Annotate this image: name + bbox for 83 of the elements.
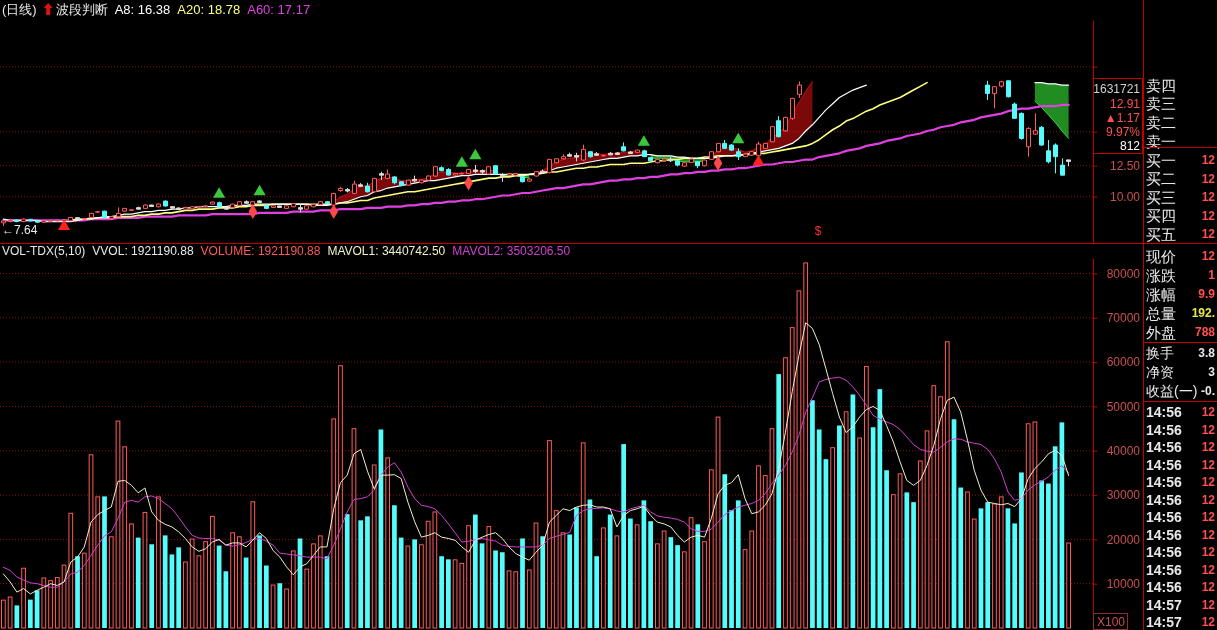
- text: 12: [1201, 208, 1215, 223]
- category-label: 净资: [1146, 364, 1174, 380]
- category-label: 卖三: [1146, 95, 1176, 113]
- text: 3: [1208, 365, 1215, 379]
- category-label: 14:56: [1146, 509, 1183, 525]
- text: 12: [1201, 171, 1215, 186]
- text: VVOL: 1921190.88: [92, 244, 194, 258]
- category-label: 买五: [1146, 225, 1176, 243]
- category-label: 总量: [1145, 304, 1176, 322]
- category-label: 14:56: [1146, 491, 1183, 508]
- text: VOLUME: 1921190.88: [200, 244, 321, 258]
- text: MAVOL2: 3503206.50: [452, 244, 571, 258]
- category-label: 14:56: [1146, 561, 1183, 578]
- text: 12: [1201, 475, 1215, 489]
- text: 12: [1201, 190, 1215, 205]
- text: 9.97%: [1105, 125, 1141, 139]
- text: 12: [1201, 545, 1215, 559]
- category-label: 买四: [1146, 207, 1176, 225]
- category-label: 现价: [1146, 247, 1176, 265]
- text: 1: [1208, 268, 1215, 282]
- text: A60: 17.17: [247, 2, 311, 17]
- text: 12: [1201, 227, 1215, 242]
- category-label: 14:56: [1146, 421, 1183, 438]
- category-label: 14:56: [1146, 474, 1183, 490]
- y-tick-label: 70000: [1106, 311, 1141, 326]
- text: 192.: [1191, 306, 1215, 320]
- chart-title: VOL-TDX(5,10): [2, 244, 86, 258]
- category-label: 14:57: [1146, 596, 1183, 613]
- y-tick-label: 60000: [1106, 355, 1141, 370]
- text: 9.9: [1198, 287, 1215, 301]
- category-label: 14:56: [1146, 544, 1183, 560]
- text: 12.91: [1109, 97, 1141, 111]
- y-tick-label: 10.00: [1109, 190, 1141, 205]
- text: 12: [1201, 422, 1215, 437]
- text: 12: [1201, 527, 1215, 542]
- category-label: 14:56: [1146, 526, 1183, 543]
- text: 12: [1201, 405, 1215, 419]
- annotation: $: [814, 224, 822, 238]
- category-label: 买二: [1146, 170, 1176, 188]
- text: 12: [1201, 492, 1215, 507]
- legend-label: 波段判断: [55, 2, 108, 17]
- text: 12: [1201, 562, 1215, 577]
- text: 788: [1194, 325, 1215, 339]
- text: 12: [1201, 510, 1215, 524]
- category-label: 14:56: [1146, 456, 1183, 473]
- category-label: 卖四: [1146, 76, 1176, 94]
- y-axis-title: X100: [1097, 615, 1126, 629]
- text: ▲1.17: [1104, 111, 1141, 125]
- text: -0.: [1200, 384, 1215, 398]
- text: 12: [1201, 580, 1215, 594]
- category-label: 买一: [1146, 151, 1176, 169]
- category-label: 14:56: [1146, 404, 1183, 420]
- y-tick-label: 10000: [1106, 577, 1141, 592]
- text: MAVOL1: 3440742.50: [327, 244, 446, 258]
- text: A20: 18.78: [177, 2, 241, 17]
- text: 12: [1201, 153, 1215, 167]
- text: 12: [1201, 597, 1215, 612]
- text: 12: [1201, 249, 1215, 263]
- y-tick-label: 80000: [1106, 266, 1141, 281]
- text: A8: 16.38: [114, 2, 171, 17]
- category-label: 涨幅: [1146, 285, 1176, 303]
- category-label: 外盘: [1146, 323, 1176, 341]
- category-label: 14:56: [1146, 439, 1183, 455]
- text: 12: [1201, 440, 1215, 454]
- text: 12: [1201, 457, 1215, 472]
- annotation: ←7.64: [2, 223, 38, 238]
- category-label: 卖二: [1146, 114, 1176, 132]
- category-label: 涨跌: [1146, 266, 1176, 284]
- y-tick-label: 12.50: [1109, 159, 1141, 174]
- text: 1631721: [1093, 82, 1141, 96]
- category-label: 买三: [1146, 188, 1176, 206]
- y-tick-label: 20000: [1106, 532, 1141, 547]
- category-label: 14:57: [1146, 614, 1183, 630]
- category-label: 收益(一): [1146, 383, 1198, 399]
- category-label: 换手: [1146, 345, 1174, 361]
- y-tick-label: 30000: [1106, 488, 1141, 503]
- chart-title: (日线): [2, 2, 37, 17]
- category-label: 14:56: [1146, 579, 1183, 595]
- y-tick-label: 50000: [1106, 399, 1141, 414]
- text: 812: [1119, 139, 1141, 153]
- text: 12: [1201, 615, 1215, 629]
- y-tick-label: 40000: [1106, 444, 1141, 459]
- text: 3.8: [1198, 346, 1215, 360]
